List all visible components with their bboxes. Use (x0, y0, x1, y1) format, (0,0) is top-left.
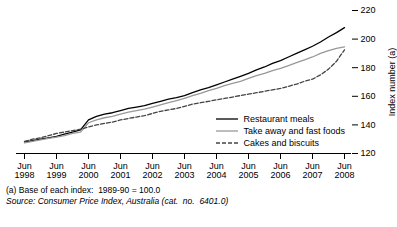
svg-text:120: 120 (361, 148, 376, 158)
svg-text:Jun2003: Jun2003 (174, 161, 194, 180)
svg-text:Jun2002: Jun2002 (142, 161, 162, 180)
svg-text:Jun2004: Jun2004 (206, 161, 226, 180)
svg-text:180: 180 (361, 63, 376, 73)
svg-text:160: 160 (361, 91, 376, 101)
html-text:Restaurant meals: Restaurant meals (243, 114, 314, 124)
svg-text:Jun2007: Jun2007 (302, 161, 322, 180)
svg-text:Jun2001: Jun2001 (110, 161, 130, 180)
svg-text:Jun2005: Jun2005 (238, 161, 258, 180)
svg-text:Jun2008: Jun2008 (334, 161, 354, 180)
svg-text:140: 140 (361, 120, 376, 130)
svg-text:Jun2006: Jun2006 (270, 161, 290, 180)
html-text:(a) Base of each index: 1989-9: (a) Base of each index: 1989-90 = 100.0 (6, 185, 161, 195)
svg-text:Jun1999: Jun1999 (46, 161, 66, 180)
html-text:Cakes and biscuits: Cakes and biscuits (243, 138, 319, 148)
html-text:Source: Consumer Price Index,: Source: Consumer Price Index, Australia … (6, 196, 229, 206)
html-text:Take away and fast foods: Take away and fast foods (243, 126, 345, 136)
svg-text:Jun1998: Jun1998 (14, 161, 34, 180)
svg-text:Jun2000: Jun2000 (78, 161, 98, 180)
svg-text:200: 200 (361, 34, 376, 44)
svg-text:220: 220 (361, 5, 376, 15)
svg-text:Index number (a): Index number (a) (387, 48, 397, 117)
